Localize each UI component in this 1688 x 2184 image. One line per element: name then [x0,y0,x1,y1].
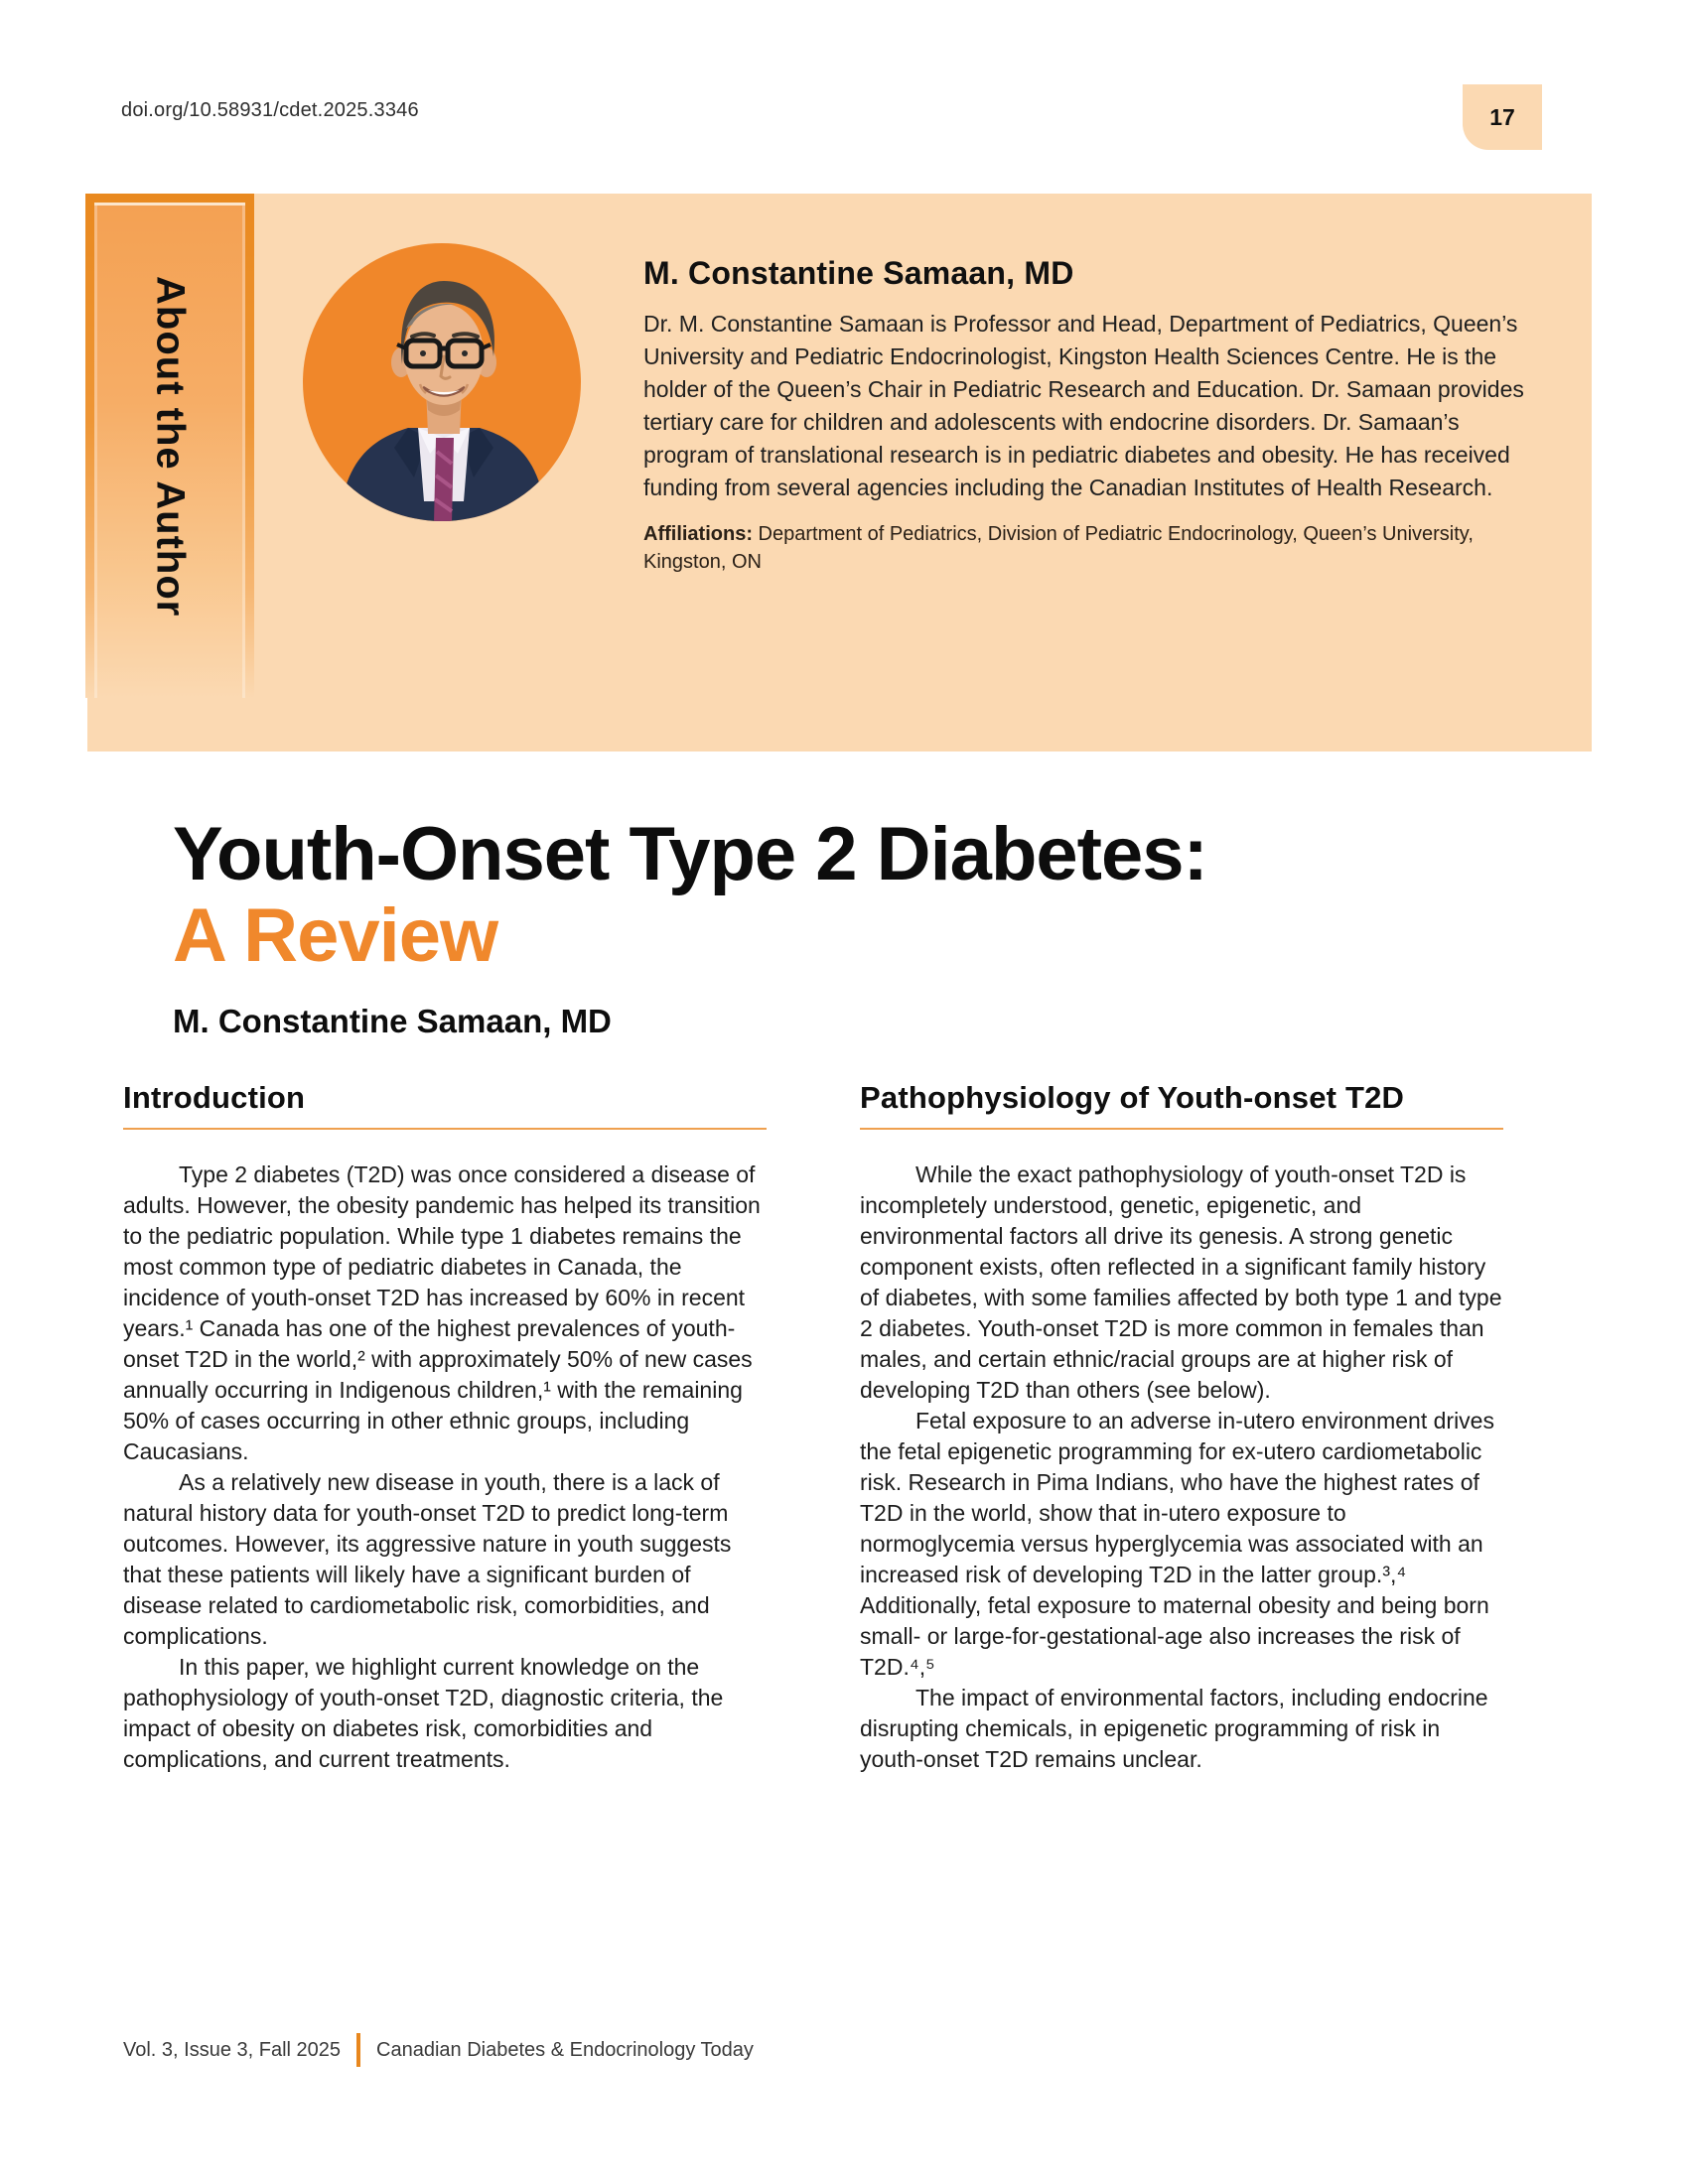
paragraph: While the exact pathophysiology of youth… [860,1161,1502,1403]
paragraph: Fetal exposure to an adverse in-utero en… [860,1408,1494,1680]
author-photo [303,243,581,521]
section-heading-pathophysiology: Pathophysiology of Youth-onset T2D [860,1080,1503,1130]
about-the-author-panel: About the Author [85,194,1592,751]
about-sidebar-inner-frame [94,203,245,698]
section-heading-introduction: Introduction [123,1080,767,1130]
author-affiliations: Affiliations: Department of Pediatrics, … [643,520,1542,576]
paragraph: The impact of environmental factors, inc… [860,1685,1488,1772]
article-title-line2: A Review [173,893,498,978]
footer-issue: Vol. 3, Issue 3, Fall 2025 [123,2038,342,2061]
paragraph: In this paper, we highlight current know… [123,1654,724,1772]
paragraph: Type 2 diabetes (T2D) was once considere… [123,1161,761,1464]
article-title-block: Youth-Onset Type 2 Diabetes: A Review M.… [173,814,1464,1040]
affiliations-label: Affiliations: [643,523,753,545]
author-block: M. Constantine Samaan, MD Dr. M. Constan… [643,255,1542,576]
column-pathophysiology: Pathophysiology of Youth-onset T2D While… [860,1080,1503,1775]
article-byline: M. Constantine Samaan, MD [173,1003,612,1039]
affiliations-text: Department of Pediatrics, Division of Pe… [643,523,1474,573]
author-bio: Dr. M. Constantine Samaan is Professor a… [643,311,1524,500]
page-footer: Vol. 3, Issue 3, Fall 2025 Canadian Diab… [123,2033,754,2067]
about-sidebar-ribbon: About the Author [85,194,254,698]
article-title-line1: Youth-Onset Type 2 Diabetes: [173,812,1208,896]
page-number-badge: 17 [1463,84,1542,150]
page-number: 17 [1489,103,1515,130]
about-sidebar-label: About the Author [148,276,193,617]
doi-text: doi.org/10.58931/cdet.2025.3346 [121,99,419,121]
article-body: Introduction Type 2 diabetes (T2D) was o… [123,1080,1503,1775]
footer-divider [356,2033,361,2067]
column-introduction: Introduction Type 2 diabetes (T2D) was o… [123,1080,767,1775]
author-name: M. Constantine Samaan, MD [643,255,1074,291]
paragraph: As a relatively new disease in youth, th… [123,1469,732,1649]
footer-journal: Canadian Diabetes & Endocrinology Today [376,2038,754,2061]
